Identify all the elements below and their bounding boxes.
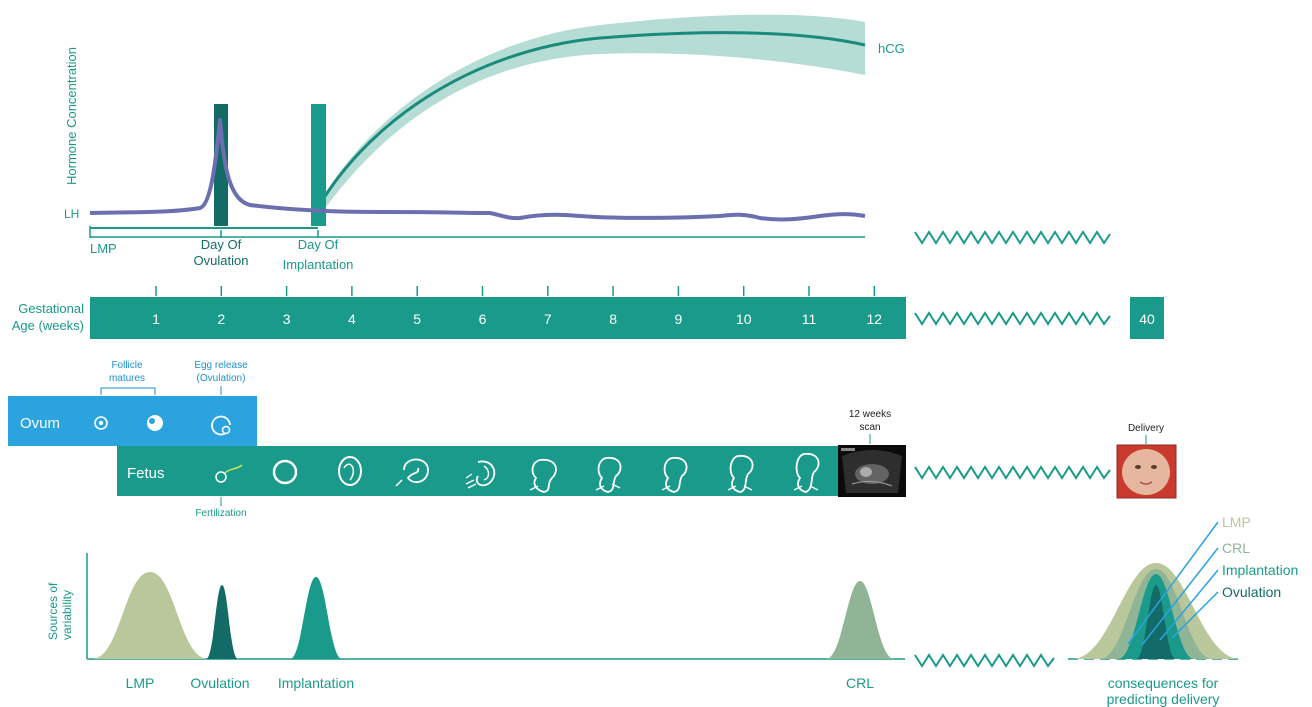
embryo-week5-icon [338, 456, 362, 486]
week-40-label: 40 [1139, 311, 1155, 327]
combined-caption-2: predicting delivery [1107, 691, 1220, 707]
legend-line-lmp [1127, 521, 1219, 645]
fetus-week10-icon [661, 457, 688, 493]
week-label-12: 12 [867, 311, 883, 327]
variability-label-1: Sources of [46, 582, 60, 640]
week-label-2: 2 [217, 311, 225, 327]
lmp-marker-label: LMP [90, 241, 117, 256]
embryo-week9-icon [595, 457, 622, 493]
egg-release-note-2: (Ovulation) [197, 373, 246, 384]
week-40-box [1130, 297, 1164, 339]
scan-note-1: 12 weeks [849, 409, 891, 420]
hcg-curve [310, 31, 866, 219]
ovulation-marker-label-2: Ovulation [194, 253, 249, 268]
week-label-1: 1 [152, 311, 160, 327]
lh-curve [89, 118, 866, 222]
blastocyst-icon [272, 459, 298, 485]
fertilization-icon [215, 464, 243, 483]
hormone-concentration-label: Hormone Concentration [64, 47, 79, 185]
hormone-chart: Hormone Concentration hCG LH LMP Day Of … [64, 14, 1111, 272]
follicle-bracket [100, 387, 156, 395]
follicle-mature-icon [147, 415, 163, 431]
newborn-photo [1116, 444, 1177, 499]
gestation-break-zigzag [914, 311, 1111, 326]
gestational-bar-background [90, 297, 906, 339]
fetus-label: Fetus [127, 465, 165, 482]
week-label-4: 4 [348, 311, 356, 327]
fertilization-note: Fertilization [195, 508, 246, 519]
ovulation-curve-label: Ovulation [190, 675, 249, 691]
ovum-bar-background [8, 396, 257, 446]
week-ticks [155, 286, 876, 296]
follicle-note-1: Follicle [111, 360, 143, 371]
lh-label: LH [64, 207, 79, 221]
implantation-variability-curve [290, 577, 342, 659]
embryo-week7-icon [465, 460, 496, 489]
fetus-bar: 12 weeks scan Delivery Fetus [117, 409, 1177, 519]
embryo-week8-icon [529, 458, 557, 493]
ovulation-marker-label-1: Day Of [201, 237, 242, 252]
legend-lmp: LMP [1222, 514, 1251, 530]
hcg-label: hCG [878, 41, 905, 56]
implantation-curve-label: Implantation [278, 675, 354, 691]
implantation-marker-label-1: Day Of [298, 237, 339, 252]
combined-caption-1: consequences for [1108, 675, 1219, 691]
week-label-11: 11 [802, 311, 817, 327]
delivery-note: Delivery [1128, 423, 1164, 434]
hormone-axis-break-zigzag [914, 230, 1111, 245]
combined-variability-distribution: LMP CRL Implantation Ovulation consequen… [1068, 514, 1298, 707]
legend-line-implantation [1159, 569, 1219, 641]
week-label-7: 7 [544, 311, 552, 327]
egg-release-note-1: Egg release [194, 360, 248, 371]
implantation-marker-label-2: Implantation [283, 257, 354, 272]
week-label-6: 6 [479, 311, 487, 327]
week-label-5: 5 [413, 311, 421, 327]
fetus-week11-icon [727, 455, 754, 493]
gestational-label-2: Age (weeks) [12, 318, 84, 333]
ovum-label: Ovum [20, 415, 60, 432]
hcg-confidence-band [312, 14, 865, 219]
legend-crl: CRL [1222, 540, 1250, 556]
crl-curve-label: CRL [846, 675, 874, 691]
fetus-break-zigzag [914, 465, 1111, 480]
week-label-9: 9 [675, 311, 683, 327]
gestational-label-1: Gestational [18, 301, 84, 316]
week-label-3: 3 [283, 311, 291, 327]
embryo-week6-icon [395, 458, 429, 487]
gestational-age-bar: Gestational Age (weeks) 1 2 3 4 5 6 7 8 9 10 11 12 … [12, 286, 1164, 339]
legend-line-crl [1141, 547, 1219, 646]
ultrasound-scan-image [838, 445, 906, 497]
week-label-8: 8 [609, 311, 617, 327]
variability-break-zigzag [914, 653, 1055, 668]
variability-chart: Sources of variability LMP Ovulation Imp… [46, 514, 1298, 707]
legend-ovulation: Ovulation [1222, 584, 1281, 600]
fetus-week12-icon [793, 453, 820, 493]
ovulation-variability-curve [206, 585, 238, 659]
legend-implantation: Implantation [1222, 562, 1298, 578]
ovum-bar: Follicle matures Egg release (Ovulation)… [8, 360, 257, 446]
lmp-variability-curve [92, 572, 208, 659]
scan-note-2: scan [859, 422, 880, 433]
crl-variability-curve [826, 581, 894, 659]
fetus-bar-background [117, 446, 906, 496]
follicle-note-2: matures [109, 373, 145, 384]
legend-line-ovulation [1171, 591, 1219, 639]
follicle-small-icon [94, 416, 108, 430]
week-labels: 1 2 3 4 5 6 7 8 9 10 11 12 [152, 311, 882, 327]
lmp-curve-label: LMP [126, 675, 155, 691]
variability-label-2: variability [60, 590, 74, 640]
implantation-marker-bar [311, 104, 326, 226]
week-label-10: 10 [736, 311, 752, 327]
egg-release-icon [211, 415, 231, 436]
